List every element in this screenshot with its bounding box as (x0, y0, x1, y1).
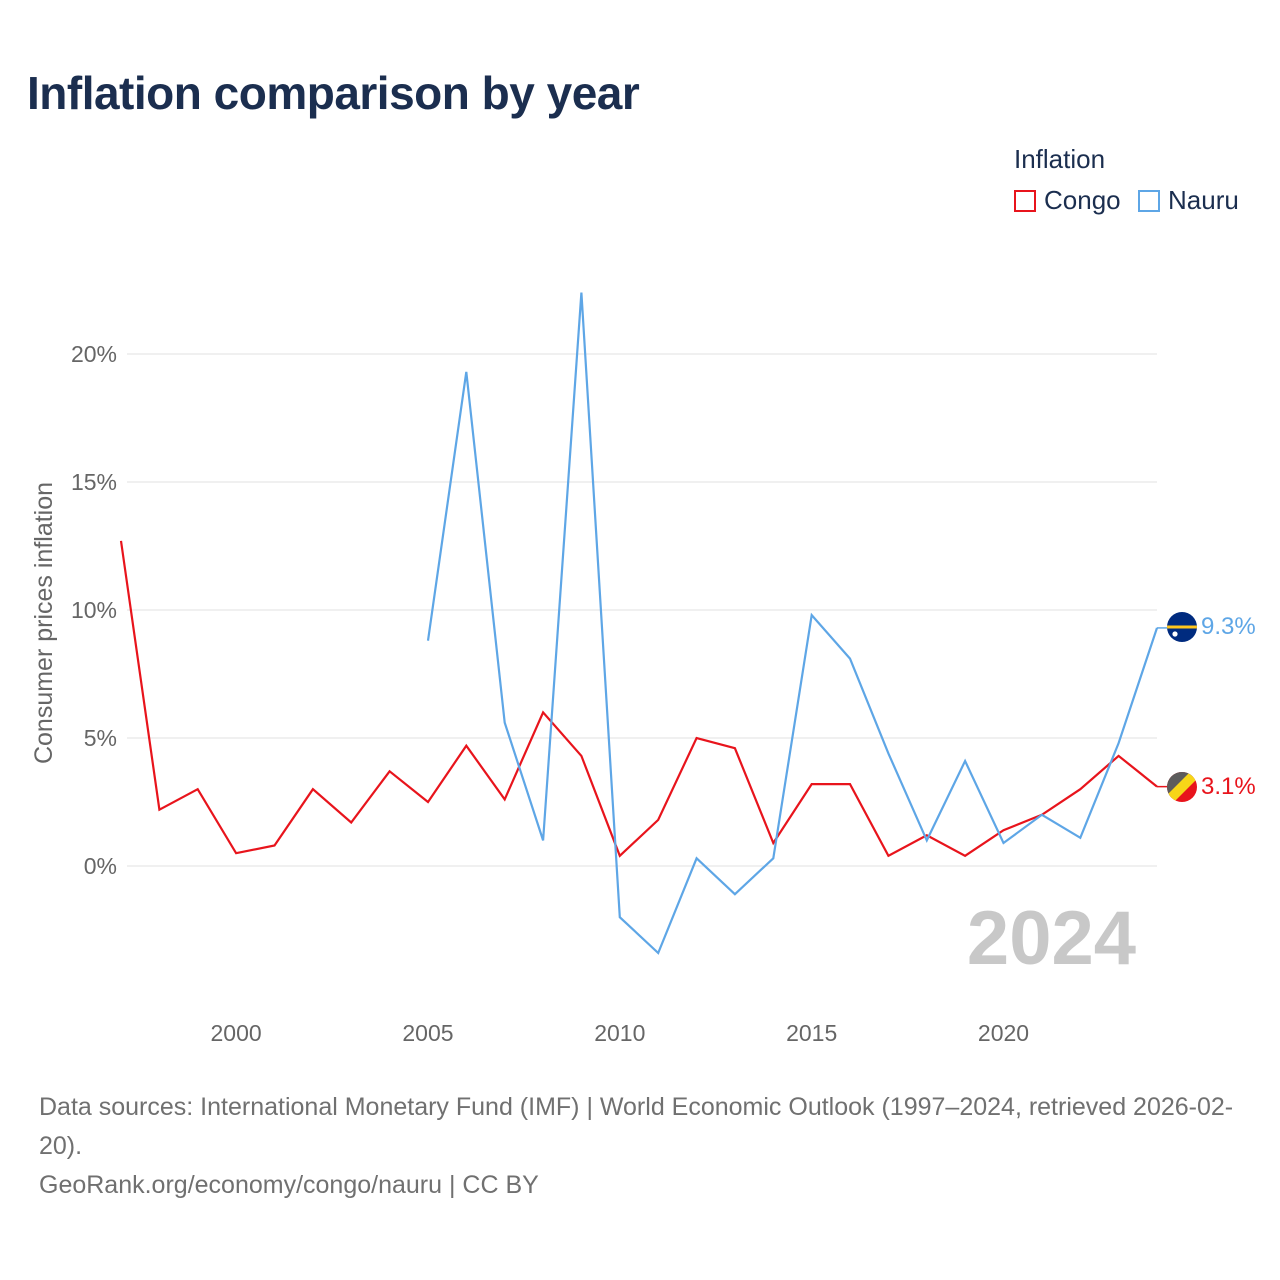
legend-label-congo: Congo (1044, 185, 1121, 215)
x-tick-label: 2015 (786, 1020, 837, 1046)
gridlines (127, 353, 1157, 867)
footer: Data sources: International Monetary Fun… (39, 1088, 1249, 1205)
x-tick-label: 2000 (211, 1020, 262, 1046)
nauru-flag-icon (1167, 612, 1197, 642)
legend-item-nauru[interactable]: Nauru (1138, 185, 1239, 216)
series-line-nauru (426, 292, 1159, 955)
legend-title: Inflation (1014, 144, 1106, 174)
y-tick-label: 5% (84, 725, 117, 751)
series-line-congo (119, 540, 1158, 858)
chart-title: Inflation comparison by year (27, 67, 640, 119)
legend-label-nauru: Nauru (1168, 185, 1239, 215)
x-tick-label: 2005 (402, 1020, 453, 1046)
x-tick-label: 2020 (978, 1020, 1029, 1046)
y-tick-label: 15% (71, 469, 117, 495)
y-tick-label: 20% (71, 341, 117, 367)
y-tick-label: 10% (71, 597, 117, 623)
year-watermark: 2024 (967, 896, 1136, 981)
legend-swatch-congo (1014, 189, 1036, 212)
data-sources-text: Data sources: International Monetary Fun… (39, 1093, 1234, 1160)
source-link[interactable]: GeoRank.org/economy/congo/nauru | CC BY (39, 1171, 539, 1199)
congo-flag-icon (1167, 772, 1197, 802)
nauru-end-label: 9.3% (1201, 613, 1256, 640)
y-tick-label: 0% (84, 853, 117, 879)
x-axis-ticks: 2000 2005 2010 2015 2020 (211, 1020, 1030, 1046)
legend-item-congo[interactable]: Congo (1014, 185, 1121, 216)
y-axis-ticks: 0% 5% 10% 15% 20% (71, 341, 117, 879)
end-markers: 3.1% 9.3% (1157, 612, 1256, 802)
legend-swatch-nauru (1138, 189, 1160, 212)
x-tick-label: 2010 (594, 1020, 645, 1046)
congo-end-label: 3.1% (1201, 773, 1256, 800)
y-axis-label: Consumer prices inflation (30, 482, 58, 764)
series-lines (119, 292, 1159, 955)
